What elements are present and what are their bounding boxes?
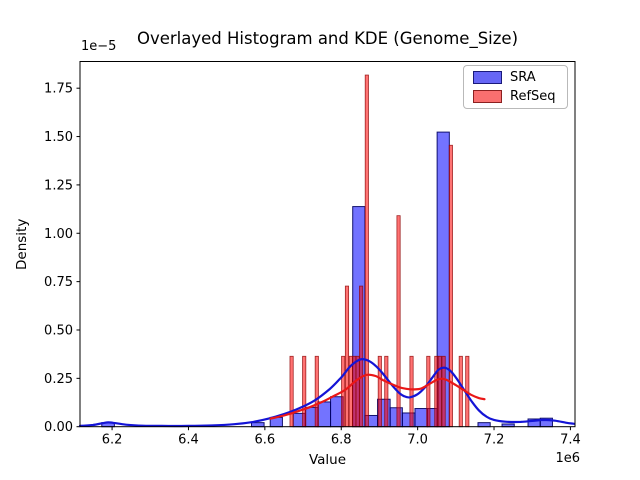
refseq-hist-bar xyxy=(384,355,389,428)
sra-color-swatch xyxy=(473,71,502,84)
x-tick-label: 7.2 xyxy=(484,433,505,448)
refseq-hist-bar xyxy=(359,285,364,428)
x-tick-label: 7.0 xyxy=(407,433,428,448)
refseq-hist-bar xyxy=(458,355,463,428)
refseq-hist-bar xyxy=(302,355,307,428)
y-tick-label: 0.25 xyxy=(44,372,73,387)
refseq-hist-bar xyxy=(396,215,401,428)
refseq-hist-bar xyxy=(344,285,350,428)
refseq-hist-bar xyxy=(448,144,453,428)
refseq-hist-bar xyxy=(409,355,414,428)
x-tick-label: 6.4 xyxy=(178,433,199,448)
y-tick-label: 0.00 xyxy=(44,420,73,435)
y-tick-label: 1.75 xyxy=(44,82,73,97)
legend-label-sra: SRA xyxy=(510,70,536,85)
legend-item-refseq: RefSeq xyxy=(464,89,567,104)
chart-title: Overlayed Histogram and KDE (Genome_Size… xyxy=(136,29,519,48)
refseq-hist-bar xyxy=(352,355,357,428)
refseq-hist-bar xyxy=(437,355,442,428)
y-tick-label: 1.00 xyxy=(44,227,73,242)
refseq-hist-bar xyxy=(355,355,360,428)
refseq-color-swatch xyxy=(473,90,502,103)
x-tick-label: 6.2 xyxy=(102,433,123,448)
legend-item-sra: SRA xyxy=(464,70,567,85)
legend-label-refseq: RefSeq xyxy=(510,89,556,104)
y-tick-label: 0.75 xyxy=(44,275,73,290)
sra-kde-line xyxy=(78,357,576,428)
axes-frame xyxy=(79,61,576,428)
refseq-hist-bar xyxy=(289,355,294,428)
y-tick-label: 0.50 xyxy=(44,323,73,338)
sra-hist-bar xyxy=(414,408,429,428)
x-tick-label: 6.8 xyxy=(331,433,352,448)
y-tick-label: 1.25 xyxy=(44,178,73,193)
x-axis-label: Value xyxy=(308,452,347,468)
sra-hist-bar xyxy=(317,401,332,428)
x-axis-offset-text: 1e6 xyxy=(555,451,580,466)
x-tick-label: 7.4 xyxy=(560,433,581,448)
refseq-hist-bar xyxy=(426,355,431,428)
sra-hist-bar xyxy=(477,422,491,428)
y-tick-label: 1.50 xyxy=(44,130,73,145)
sra-hist-bar xyxy=(250,422,265,428)
refseq-kde-line xyxy=(269,373,486,420)
legend: SRA RefSeq xyxy=(463,65,568,109)
refseq-hist-bar xyxy=(377,355,382,428)
y-axis-offset-text: 1e−5 xyxy=(81,39,117,54)
refseq-hist-bar xyxy=(314,355,319,428)
refseq-hist-bar xyxy=(434,355,439,428)
x-tick-label: 6.6 xyxy=(255,433,276,448)
